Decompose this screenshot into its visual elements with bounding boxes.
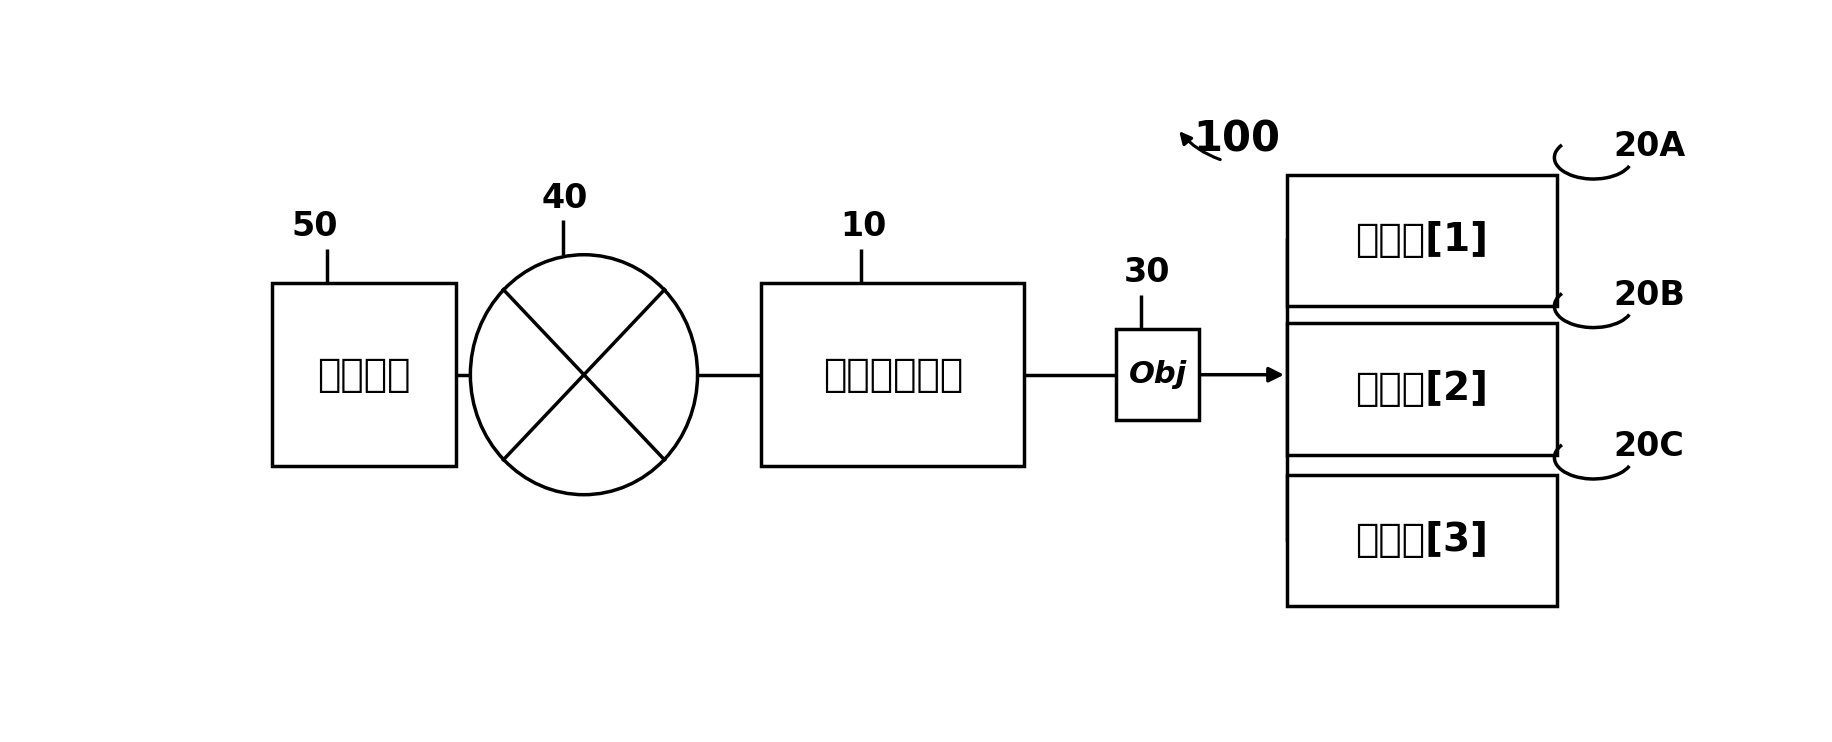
Text: 50: 50: [291, 210, 337, 243]
FancyBboxPatch shape: [1286, 475, 1557, 606]
Text: 10: 10: [839, 210, 887, 243]
FancyBboxPatch shape: [1286, 174, 1557, 306]
Text: Obj: Obj: [1129, 360, 1187, 390]
Text: 20A: 20A: [1614, 131, 1685, 163]
Text: 服务器[2]: 服务器[2]: [1356, 370, 1488, 408]
Text: 服务器[3]: 服务器[3]: [1356, 522, 1488, 559]
FancyBboxPatch shape: [1286, 324, 1557, 455]
Text: 20B: 20B: [1614, 279, 1685, 312]
Text: 信息处理装置: 信息处理装置: [823, 355, 964, 394]
Text: 终端装置: 终端装置: [317, 355, 410, 394]
FancyBboxPatch shape: [1116, 329, 1198, 421]
Text: 40: 40: [542, 182, 588, 214]
Text: 30: 30: [1125, 256, 1171, 289]
FancyBboxPatch shape: [762, 283, 1024, 466]
Ellipse shape: [471, 255, 698, 495]
Text: 20C: 20C: [1614, 430, 1684, 463]
FancyBboxPatch shape: [271, 283, 456, 466]
Text: 服务器[1]: 服务器[1]: [1356, 221, 1488, 260]
Text: 100: 100: [1194, 119, 1281, 160]
